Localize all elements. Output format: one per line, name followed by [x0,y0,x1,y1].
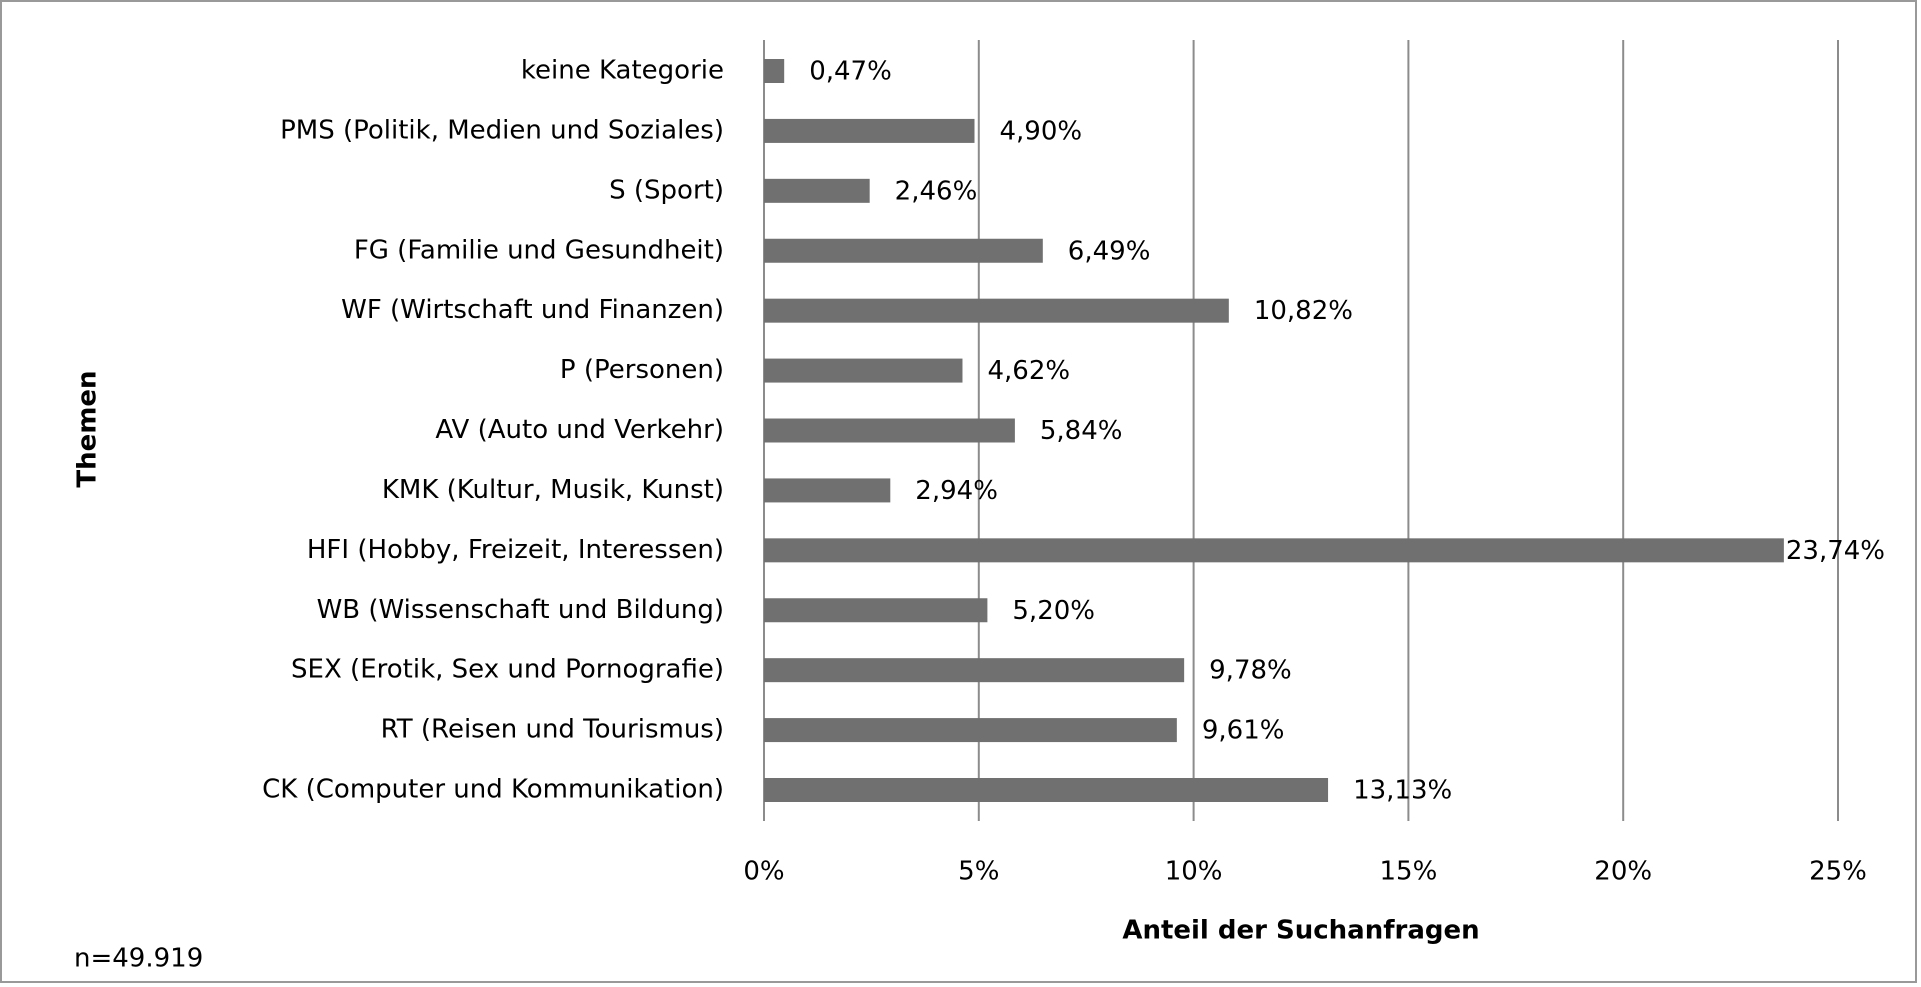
x-tick-label: 5% [958,857,999,887]
value-label: 5,20% [1012,596,1095,626]
value-label: 13,13% [1353,776,1452,806]
bar [764,778,1329,802]
value-label: 2,46% [895,176,978,206]
x-tick-label: 10% [1165,857,1223,887]
bar [764,358,963,383]
y-tick-label: KMK (Kultur, Musik, Kunst) [382,475,724,505]
bar [764,718,1177,743]
bar [764,59,785,83]
y-tick-label: S (Sport) [609,175,724,205]
bar [764,298,1229,323]
value-label: 10,82% [1254,296,1353,326]
value-label: 6,49% [1068,236,1151,266]
y-tick-label: keine Kategorie [521,56,724,86]
value-label: 4,90% [1000,116,1083,146]
x-tick-label: 0% [743,857,784,887]
y-axis-title: Themen [73,370,103,487]
x-axis-title: Anteil der Suchanfragen [1122,916,1479,946]
note: n=49.919 [74,944,203,974]
y-tick-label: RT (Reisen und Tourismus) [381,715,724,745]
y-tick-label: WB (Wissenschaft und Bildung) [317,595,724,625]
y-tick-label: CK (Computer und Kommunikation) [262,775,724,805]
value-label: 5,84% [1040,416,1123,446]
y-tick-label: AV (Auto und Verkehr) [435,415,724,445]
bar [764,478,891,503]
y-tick-label: PMS (Politik, Medien und Soziales) [280,115,724,145]
value-label: 2,94% [915,476,998,506]
value-label: 23,74% [1786,536,1885,566]
bar [764,598,988,623]
bar [764,538,1784,563]
y-tick-label: WF (Wirtschaft und Finanzen) [341,295,724,325]
bar [764,118,975,143]
x-tick-label: 20% [1594,857,1652,887]
bar [764,178,870,203]
bar [764,238,1043,263]
y-tick-label: P (Personen) [560,355,724,385]
value-label: 9,78% [1209,656,1292,686]
x-tick-label: 15% [1380,857,1438,887]
value-label: 4,62% [987,356,1070,386]
value-label: 9,61% [1202,716,1285,746]
bar [764,658,1185,683]
bar [764,418,1015,443]
value-label: 0,47% [809,57,892,87]
y-tick-label: FG (Familie und Gesundheit) [354,235,724,265]
y-tick-label: SEX (Erotik, Sex und Pornografie) [291,655,724,685]
y-tick-label: HFI (Hobby, Freizeit, Interessen) [307,535,724,565]
x-tick-label: 25% [1809,857,1867,887]
